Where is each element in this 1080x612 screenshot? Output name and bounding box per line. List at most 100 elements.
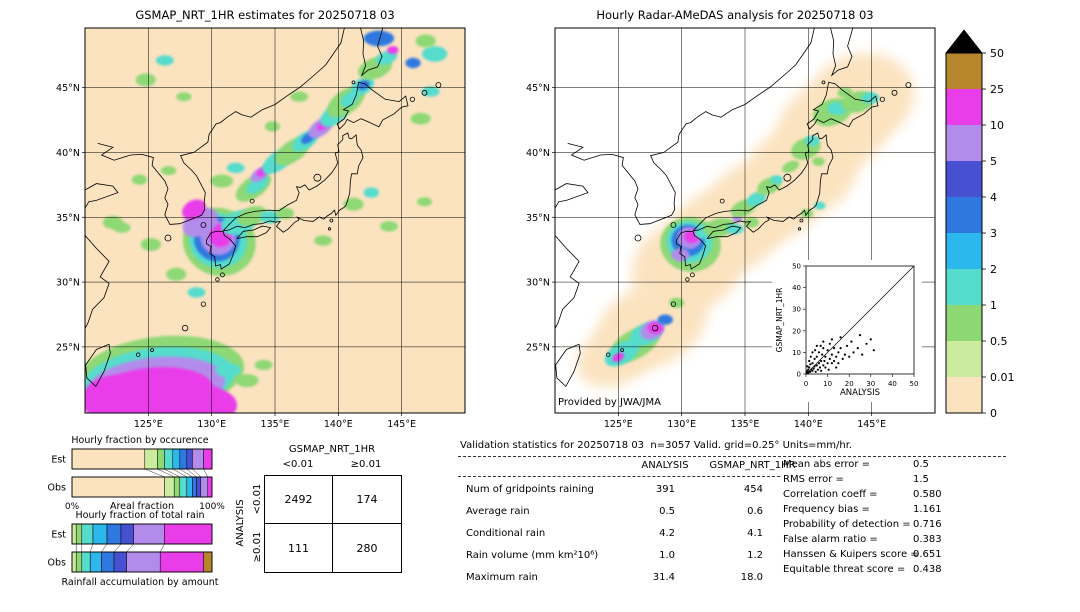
inset-x-tick-label: 10	[823, 380, 832, 388]
precipitation-blob	[226, 162, 245, 174]
inset-border	[805, 265, 915, 375]
segment-connector	[164, 468, 180, 478]
precipitation-blob	[804, 135, 820, 146]
segment-connector	[113, 543, 122, 553]
stat-row-label: Maximum rain	[466, 572, 538, 583]
occurrence-chart-title: Hourly fraction by occurence	[71, 435, 209, 446]
axis-max-label: 100%	[199, 502, 225, 512]
island-outline	[670, 222, 677, 228]
data-provider-credit: Provided by JWA/JMA	[558, 397, 661, 408]
stats-col-header-gsmap: GSMAP_NRT_1HR	[709, 460, 796, 471]
coastline	[85, 183, 119, 209]
fraction-segment	[179, 448, 188, 470]
scatter-point	[833, 347, 836, 350]
colorbar-segment	[946, 197, 982, 233]
score-line: RMS error = 1.5	[783, 474, 929, 485]
scatter-point	[819, 344, 822, 347]
colorbar-tick-label: 50	[990, 47, 1004, 60]
score-label: Hanssen & Kuipers score =	[783, 549, 919, 560]
scatter-point	[821, 353, 824, 356]
scatter-point	[830, 362, 833, 365]
precipitation-blob	[669, 297, 685, 308]
precipitation-blob	[290, 91, 308, 102]
fraction-segment	[196, 476, 202, 498]
contingency-cell-false-alarm: 174	[333, 476, 401, 524]
scatter-point	[817, 362, 821, 365]
lon-tick-label: 140°E	[794, 419, 823, 430]
axis-min-label: 0%	[65, 502, 80, 512]
lat-tick-label: 30°N	[56, 278, 80, 289]
score-line: Mean abs error = 0.5	[783, 459, 929, 470]
coastline	[692, 132, 834, 233]
stat-value-analysis: 31.4	[652, 572, 675, 583]
score-value: 0.651	[913, 549, 942, 560]
scatter-point	[818, 366, 822, 369]
stat-row-label: Conditional rain	[466, 528, 546, 539]
fraction-segment	[207, 476, 213, 498]
fraction-segment	[179, 476, 188, 498]
lat-tick-label: 25°N	[526, 342, 550, 353]
scatter-point	[845, 344, 849, 347]
colorbar-segment	[946, 53, 982, 89]
scatter-point	[830, 353, 833, 356]
precipitation-blob	[410, 112, 431, 125]
fraction-bar-border	[71, 551, 213, 573]
scatter-point	[809, 363, 812, 366]
island-outline	[181, 324, 189, 332]
category-label: Est	[51, 455, 66, 466]
coastline	[236, 225, 272, 239]
precipitation-blob	[210, 174, 234, 188]
scatter-point	[826, 362, 829, 365]
lat-tick-label: 35°N	[526, 213, 550, 224]
precipitation-blob	[166, 267, 187, 281]
scatter-point	[837, 351, 840, 354]
segment-connector	[160, 543, 165, 553]
colorbar-tick-label: 0	[990, 407, 997, 420]
fraction-segment	[81, 551, 91, 573]
colorbar-tick-label: 5	[990, 155, 997, 168]
fraction-segment	[71, 523, 77, 545]
contingency-col-header-1: <0.01	[282, 459, 314, 470]
scatter-point	[841, 357, 844, 360]
map-layer	[555, 28, 915, 388]
scatter-point	[820, 369, 823, 372]
fraction-segment	[164, 448, 174, 470]
occurrence-fraction-chart: Est Obs 0% Areal fraction 100%	[48, 448, 225, 512]
coastline	[830, 28, 854, 77]
score-value: 1.5	[913, 474, 929, 485]
map-layer	[85, 28, 448, 413]
lat-tick-label: 30°N	[526, 278, 550, 289]
category-label: Obs	[48, 558, 67, 569]
stat-value-gsmap: 1.2	[747, 550, 763, 561]
scatter-point	[820, 359, 823, 363]
scatter-point	[807, 368, 810, 371]
fraction-bar-border	[71, 523, 213, 545]
scatter-point	[811, 362, 814, 365]
left-map-title: GSMAP_NRT_1HR estimates for 20250718 03	[135, 8, 395, 22]
island-outline	[879, 96, 885, 102]
segment-connector	[144, 468, 165, 478]
precipitation-blob	[187, 287, 206, 298]
fraction-segment	[157, 448, 165, 470]
precipitation-blob	[647, 322, 663, 334]
precipitation-blob	[161, 166, 177, 176]
inset-y-tick-label: 0	[797, 371, 801, 379]
coastline	[555, 183, 589, 209]
lon-tick-label: 145°E	[857, 419, 886, 430]
fraction-segment	[164, 476, 175, 498]
score-label: Mean abs error =	[783, 459, 871, 470]
island-outline	[327, 227, 332, 231]
island-outline	[200, 301, 206, 307]
scatter-point	[811, 351, 814, 354]
island-outline	[200, 222, 207, 228]
totalrain-chart-caption: Rainfall accumulation by amount	[61, 577, 219, 588]
island-outline	[135, 352, 141, 357]
contingency-table: 2492 174 111 280	[264, 475, 402, 573]
lon-tick-label: 145°E	[387, 419, 416, 430]
precipitation-blob	[340, 91, 359, 108]
coastline	[336, 81, 409, 130]
inset-y-tick-label: 50	[792, 263, 801, 271]
fraction-segment	[92, 523, 108, 545]
scatter-point	[843, 353, 846, 356]
